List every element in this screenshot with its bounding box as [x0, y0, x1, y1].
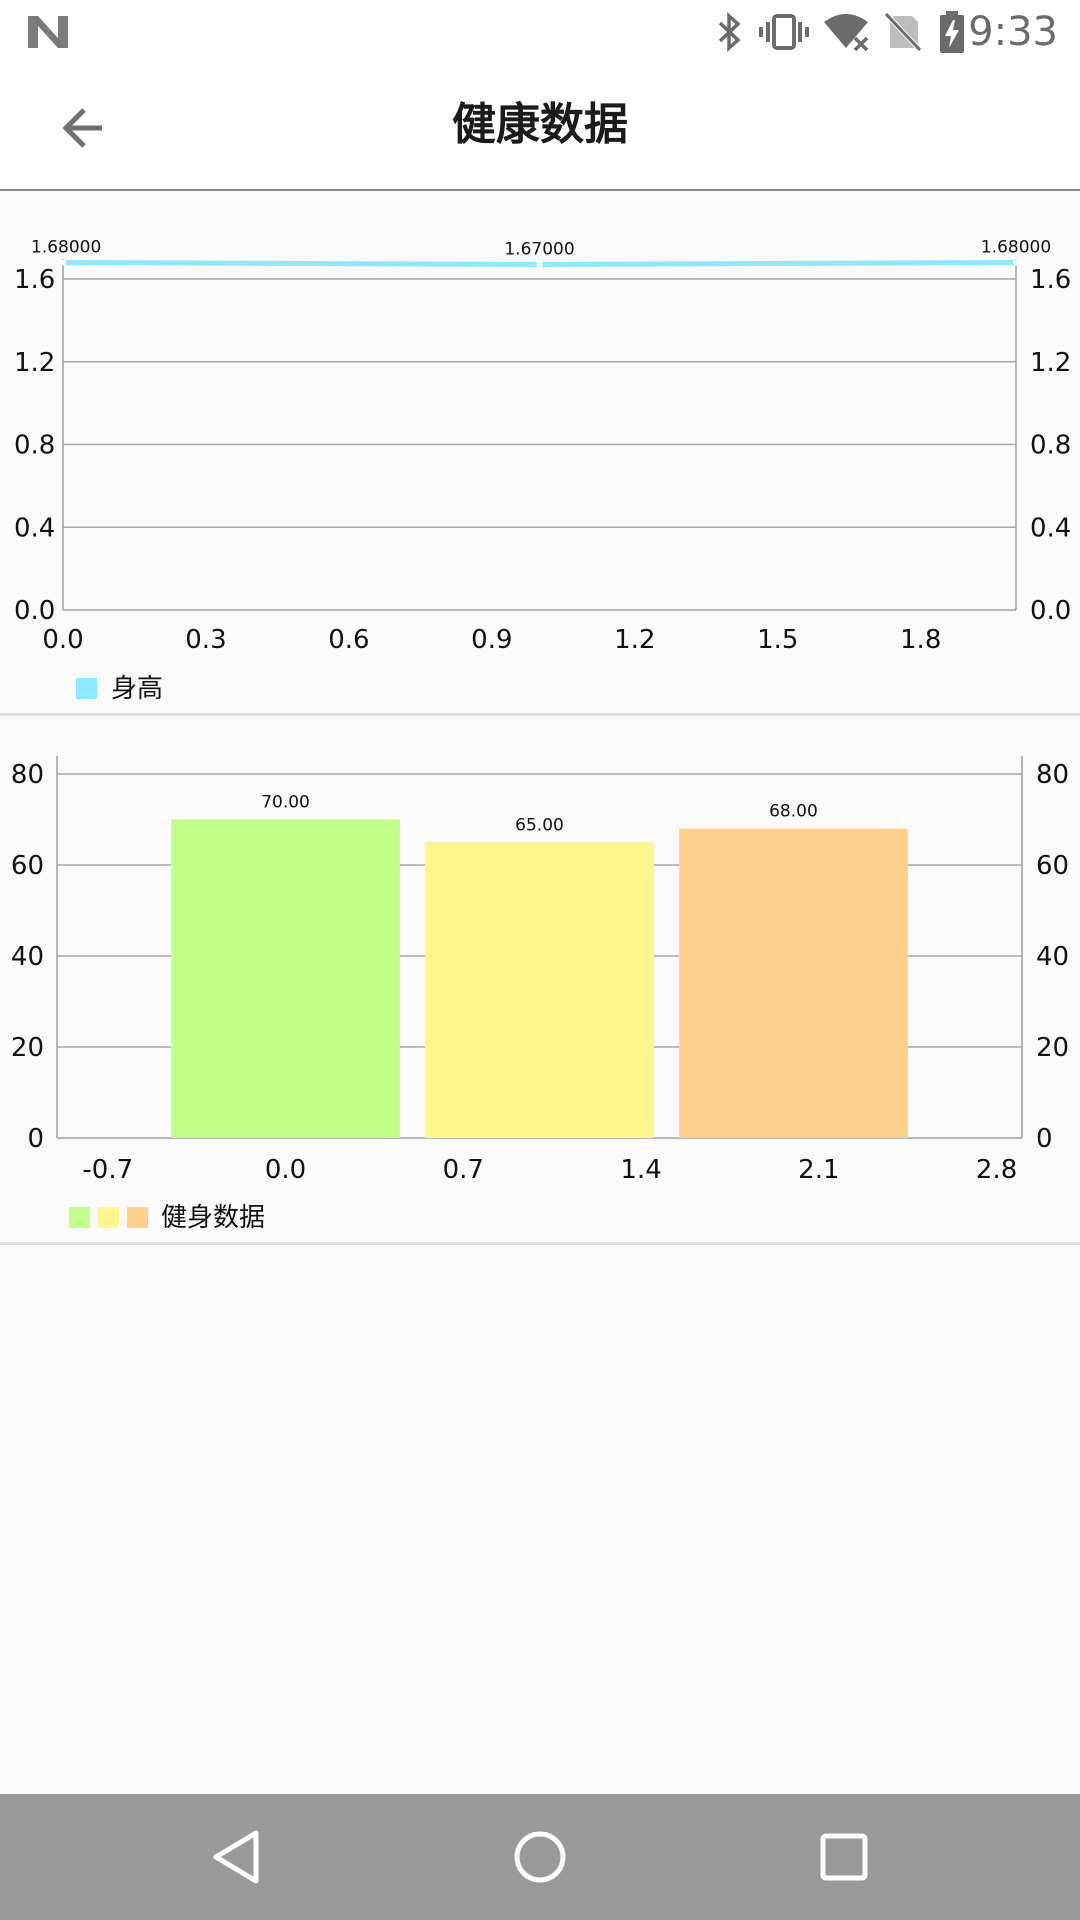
nav-home-button[interactable]	[500, 1817, 580, 1897]
app-bar: 健康数据	[0, 63, 1080, 191]
y-tick-label-left: 80	[11, 760, 44, 790]
y-tick-label-right: 0.0	[1030, 596, 1071, 626]
legend-swatch	[69, 1207, 90, 1228]
n-logo-icon	[28, 16, 68, 48]
x-tick-label: 1.5	[757, 625, 798, 655]
navigation-bar	[0, 1794, 1080, 1920]
y-tick-label-left: 0	[27, 1124, 44, 1154]
bluetooth-icon	[718, 12, 741, 52]
x-tick-label: 1.8	[900, 625, 941, 655]
y-tick-label-right: 0	[1036, 1124, 1053, 1154]
x-tick-label: -0.7	[82, 1155, 133, 1185]
fitness-bar-chart: 0 0 20 20 40 40 60 60 80 80 -0.7 0.0 0.7 1.4 2.1 2.8 70.…	[0, 716, 1080, 1242]
y-tick-label-left: 0.8	[14, 431, 55, 461]
nav-home-icon	[514, 1831, 566, 1883]
battery-charging-icon	[940, 11, 964, 53]
chart-divider-1	[0, 713, 1080, 716]
y-tick-label-left: 40	[11, 942, 44, 972]
status-bar: 9:33	[0, 0, 1080, 63]
x-tick-label: 0.9	[471, 625, 512, 655]
bar-chart-svg: 0 0 20 20 40 40 60 60 80 80 -0.7 0.0 0.7 1.4 2.1 2.8 70.…	[11, 756, 1069, 1233]
y-tick-label-left: 0.4	[14, 513, 55, 543]
y-tick-label-right: 0.4	[1030, 513, 1071, 543]
x-tick-label: 0.0	[265, 1155, 306, 1185]
bar-value-label: 65.00	[515, 815, 564, 835]
y-tick-label-right: 60	[1036, 851, 1069, 881]
vibrate-icon	[759, 14, 809, 50]
data-label: 1.67000	[504, 240, 574, 260]
bar-value-label: 68.00	[769, 802, 818, 822]
nav-recents-icon	[820, 1833, 868, 1881]
y-tick-label-right: 1.6	[1030, 265, 1071, 295]
x-tick-label: 0.6	[328, 625, 369, 655]
y-tick-label-left: 20	[11, 1033, 44, 1063]
data-label: 1.68000	[31, 237, 101, 257]
bar-value-label: 70.00	[261, 793, 310, 813]
data-point	[536, 261, 543, 268]
legend-swatch	[76, 678, 97, 699]
data-point	[1013, 259, 1019, 266]
x-tick-label: 2.8	[976, 1155, 1017, 1185]
bar	[679, 828, 908, 1138]
nav-back-icon	[213, 1830, 259, 1884]
back-button[interactable]	[44, 93, 124, 163]
legend-swatch	[98, 1207, 119, 1228]
y-tick-label-left: 1.2	[14, 348, 55, 378]
y-tick-label-right: 20	[1036, 1033, 1069, 1063]
chart-divider-2	[0, 1242, 1080, 1245]
y-tick-label-left: 0.0	[14, 596, 55, 626]
status-time: 9:33	[968, 9, 1058, 55]
page-title: 健康数据	[452, 99, 628, 150]
no-sim-icon	[884, 12, 922, 52]
line-chart-svg: 0.0 0.00.4 0.40.8 0.81.2 1.21.6 1.60.0 0.3 0.6 0…	[14, 237, 1071, 704]
x-tick-label: 1.2	[614, 625, 655, 655]
data-label: 1.68000	[981, 237, 1051, 257]
nav-back-button[interactable]	[196, 1817, 276, 1897]
bar	[171, 819, 400, 1138]
y-tick-label-right: 40	[1036, 942, 1069, 972]
bar	[425, 842, 654, 1138]
legend-swatch	[127, 1207, 148, 1228]
nav-recents-button[interactable]	[804, 1817, 884, 1897]
x-tick-label: 2.1	[798, 1155, 839, 1185]
data-point	[60, 259, 66, 266]
height-line-chart: 0.0 0.0 0.4 0.4 0.8 0.8 1.2 1.2 1.6 1.6 0.0 0.3 0.6 0…	[0, 191, 1080, 713]
y-tick-label-left: 1.6	[14, 265, 55, 295]
legend-label: 健身数据	[161, 1203, 265, 1233]
y-tick-label-right: 80	[1036, 760, 1069, 790]
x-tick-label: 0.0	[42, 625, 83, 655]
x-tick-label: 0.7	[443, 1155, 484, 1185]
legend-label: 身高	[111, 674, 163, 704]
x-tick-label: 1.4	[620, 1155, 661, 1185]
y-tick-label-right: 0.8	[1030, 431, 1071, 461]
wifi-off-icon	[824, 14, 869, 52]
y-tick-label-left: 60	[11, 851, 44, 881]
x-tick-label: 0.3	[185, 625, 226, 655]
arrow-back-icon	[62, 108, 102, 148]
y-tick-label-right: 1.2	[1030, 348, 1071, 378]
